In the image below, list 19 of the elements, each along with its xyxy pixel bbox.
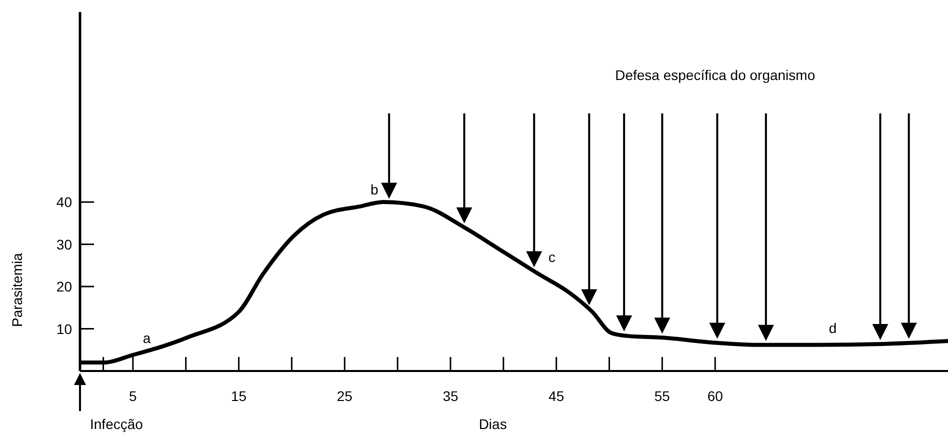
x-tick-label: 60: [707, 388, 724, 404]
y-tick-label: 20: [56, 278, 72, 295]
y-tick-label: 40: [56, 194, 72, 210]
y-axis-title: Parasitemia: [9, 252, 25, 327]
annotation: a: [142, 330, 151, 346]
x-tick-label: 5: [129, 388, 138, 404]
x-tick-label: 15: [230, 388, 247, 404]
y-tick-label: 10: [56, 320, 72, 337]
x-tick-label: 55: [654, 388, 670, 404]
x-tick-label: 45: [548, 388, 564, 404]
annotation: c: [548, 248, 556, 265]
annotation: d: [828, 320, 837, 336]
x-axis-title: Dias: [478, 416, 507, 432]
text: Infecção: [90, 416, 144, 432]
x-tick-label: 25: [336, 388, 353, 404]
x-tick-label: 35: [442, 388, 458, 404]
y-tick-label: 30: [56, 236, 72, 252]
annotation: b: [370, 181, 379, 198]
annotation: Defesa específica do organismo: [615, 67, 816, 83]
